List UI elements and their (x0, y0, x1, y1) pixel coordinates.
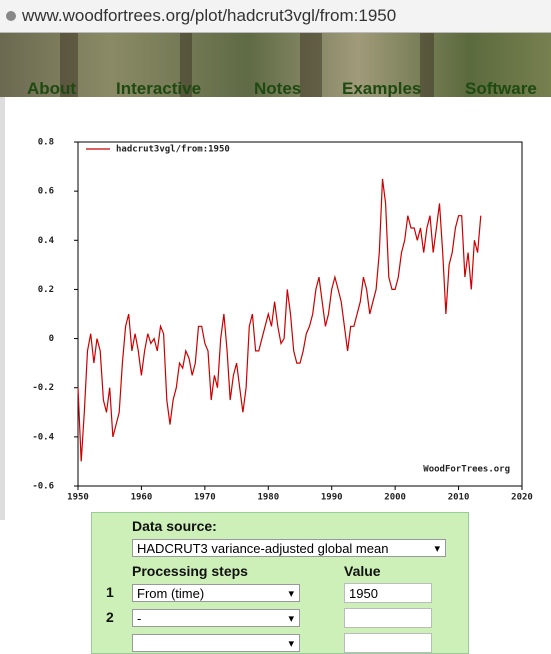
value-input[interactable] (344, 608, 432, 628)
tree (180, 33, 192, 97)
plot-frame (77, 141, 523, 487)
y-tick-label: -0.2 (32, 383, 54, 393)
x-tick-label: 1950 (67, 493, 89, 503)
page: www.woodfortrees.org/plot/hadcrut3vgl/fr… (0, 0, 551, 640)
x-tick-label: 1990 (321, 493, 343, 503)
tree (300, 33, 322, 97)
nav-link[interactable]: Notes (254, 79, 302, 97)
tree (60, 33, 78, 97)
sidebar-edge (0, 97, 5, 520)
page-icon (6, 11, 16, 21)
y-tick-label: 0 (49, 334, 54, 344)
y-tick-label: 0.8 (38, 138, 54, 148)
step-select[interactable]: - (132, 609, 300, 628)
row-number: 1 (106, 584, 114, 600)
data-source-select[interactable]: HADCRUT3 variance-adjusted global mean (132, 539, 446, 558)
nav-link[interactable]: Interactive (116, 79, 202, 97)
url[interactable]: www.woodfortrees.org/plot/hadcrut3vgl/fr… (22, 6, 397, 25)
legend-label: hadcrut3vgl/from:1950 (116, 145, 230, 155)
chart: -0.6 -0.4 -0.2 0 0.2 0.4 0.6 0.8 1950 1960 1970 198… (32, 138, 533, 503)
row-number: 2 (106, 609, 114, 625)
address-bar[interactable]: www.woodfortrees.org/plot/hadcrut3vgl/fr… (0, 0, 551, 33)
x-tick-label: 2000 (384, 493, 406, 503)
nav-link[interactable]: About (27, 79, 77, 97)
tree (420, 33, 434, 97)
label: Value (344, 563, 381, 579)
x-tick-label: 1970 (194, 493, 216, 503)
y-tick-label: -0.6 (32, 482, 54, 492)
series-line (77, 178, 482, 462)
y-tick-label: 0.2 (38, 285, 54, 295)
nav-link[interactable]: Software (465, 79, 537, 97)
nav-link[interactable]: Examples (342, 79, 422, 97)
x-tick-label: 1980 (257, 493, 279, 503)
value-input[interactable]: 1950 (344, 583, 432, 603)
y-tick-label: 0.4 (38, 236, 55, 246)
y-tick-label: 0.6 (38, 187, 54, 197)
y-tick-label: -0.4 (32, 432, 54, 442)
x-tick-label: 2010 (448, 493, 470, 503)
label: Processing steps (132, 563, 248, 579)
plot-form: Data source: HADCRUT3 variance-adjusted … (91, 512, 469, 654)
step-select[interactable] (132, 634, 300, 653)
banner: About Interactive Notes Examples Softwar… (0, 33, 551, 97)
x-tick-label: 1960 (131, 493, 153, 503)
label: Data source: (132, 518, 217, 534)
value-input[interactable] (344, 633, 432, 653)
annotation: WoodForTrees.org (423, 465, 510, 475)
x-tick-label: 2020 (511, 493, 533, 503)
step-select[interactable]: From (time) (132, 584, 300, 603)
